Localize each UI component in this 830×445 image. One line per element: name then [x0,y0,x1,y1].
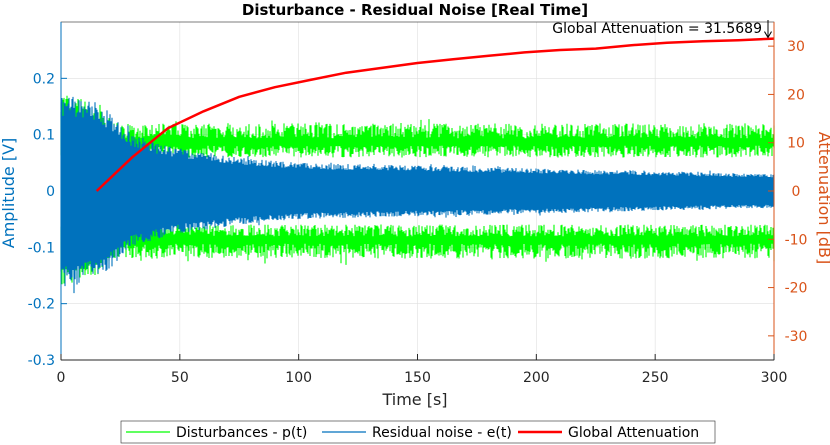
x-tick-label-0: 0 [57,370,66,386]
x-axis-label: Time [s] [381,390,447,409]
left-tick-label-2: -0.1 [28,240,55,256]
x-tick-label-1: 50 [171,370,189,386]
left-tick-label-1: -0.2 [28,297,55,313]
global-attenuation-annotation: Global Attenuation = 31.5689 [552,21,762,37]
right-tick-label-6: 30 [787,39,805,55]
y-axis-label-right: Attenuation [dB] [815,132,830,265]
left-tick-label-0: -0.3 [28,353,55,369]
attenuation-line-layer [95,37,775,192]
right-tick-label-1: -20 [785,281,808,297]
right-tick-label-0: -30 [785,329,808,345]
left-tick-label-4: 0.1 [33,128,55,144]
legend-label-residual: Residual noise - e(t) [372,425,512,441]
x-tick-label-4: 200 [523,370,550,386]
legend: Disturbances - p(t) Residual noise - e(t… [120,420,716,444]
series-global-attenuation-line [95,37,775,192]
right-tick-label-3: 0 [792,184,801,200]
annotation-arrow-head [764,31,772,39]
legend-label-attenuation: Global Attenuation [568,425,699,441]
right-axis: -30 -20 -10 0 10 20 30 [768,22,807,360]
legend-box [120,420,716,444]
chart-title: Disturbance - Residual Noise [Real Time] [242,1,588,19]
left-tick-label-5: 0.2 [33,71,55,87]
bottom-axis: 0 50 100 150 200 250 300 [57,354,788,386]
legend-label-disturbance: Disturbances - p(t) [176,425,307,441]
right-tick-label-2: -10 [785,232,808,248]
x-tick-label-3: 150 [404,370,431,386]
left-tick-label-3: 0 [46,184,55,200]
x-tick-label-6: 300 [761,370,788,386]
y-axis-label-left: Amplitude [V] [0,138,18,249]
left-axis: -0.3 -0.2 -0.1 0 0.1 0.2 [28,22,67,369]
right-tick-label-5: 20 [787,87,805,103]
x-tick-label-5: 250 [642,370,669,386]
x-tick-label-2: 100 [285,370,312,386]
annotation-arrow [764,20,772,39]
right-tick-label-4: 10 [787,136,805,152]
